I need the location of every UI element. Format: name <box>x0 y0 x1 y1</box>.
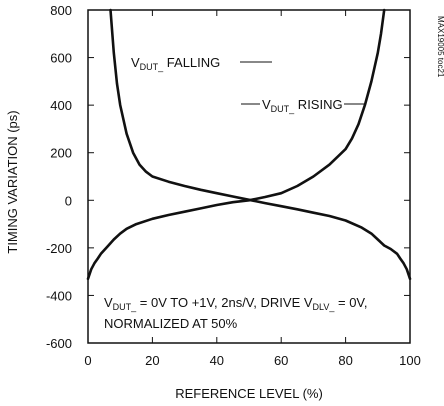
x-axis-label: REFERENCE LEVEL (%) <box>175 386 323 401</box>
series-line-falling <box>111 10 411 279</box>
x-tick-label: 60 <box>274 353 288 368</box>
y-tick-label: 800 <box>50 3 72 18</box>
x-tick-label: 80 <box>338 353 352 368</box>
x-tick-label: 100 <box>399 353 421 368</box>
y-axis-label: TIMING VARIATION (ps) <box>5 110 20 253</box>
x-tick-label: 40 <box>210 353 224 368</box>
series-line-rising <box>88 10 384 279</box>
y-tick-label: -400 <box>46 288 72 303</box>
y-tick-label: 600 <box>50 51 72 66</box>
conditions-annotation-line1: VDUT_ = 0V TO +1V, 2ns/V, DRIVE VDLV_ = … <box>104 295 368 312</box>
conditions-annotation-line2: NORMALIZED AT 50% <box>104 316 238 331</box>
falling-label-group: VDUT_ FALLING <box>131 55 272 72</box>
y-tick-label: -600 <box>46 336 72 351</box>
part-number: MAX19005 toc21 <box>436 16 444 78</box>
rising-label-group: VDUT_ RISING <box>241 97 364 114</box>
y-tick-label: -200 <box>46 241 72 256</box>
series-layer <box>88 10 410 279</box>
y-tick-label: 200 <box>50 146 72 161</box>
y-tick-label: 0 <box>65 193 72 208</box>
x-tick-label: 0 <box>84 353 91 368</box>
y-tick-label: 400 <box>50 98 72 113</box>
x-tick-label: 20 <box>145 353 159 368</box>
falling-series-label: VDUT_ FALLING <box>131 55 220 72</box>
rising-series-label: VDUT_ RISING <box>262 97 343 114</box>
